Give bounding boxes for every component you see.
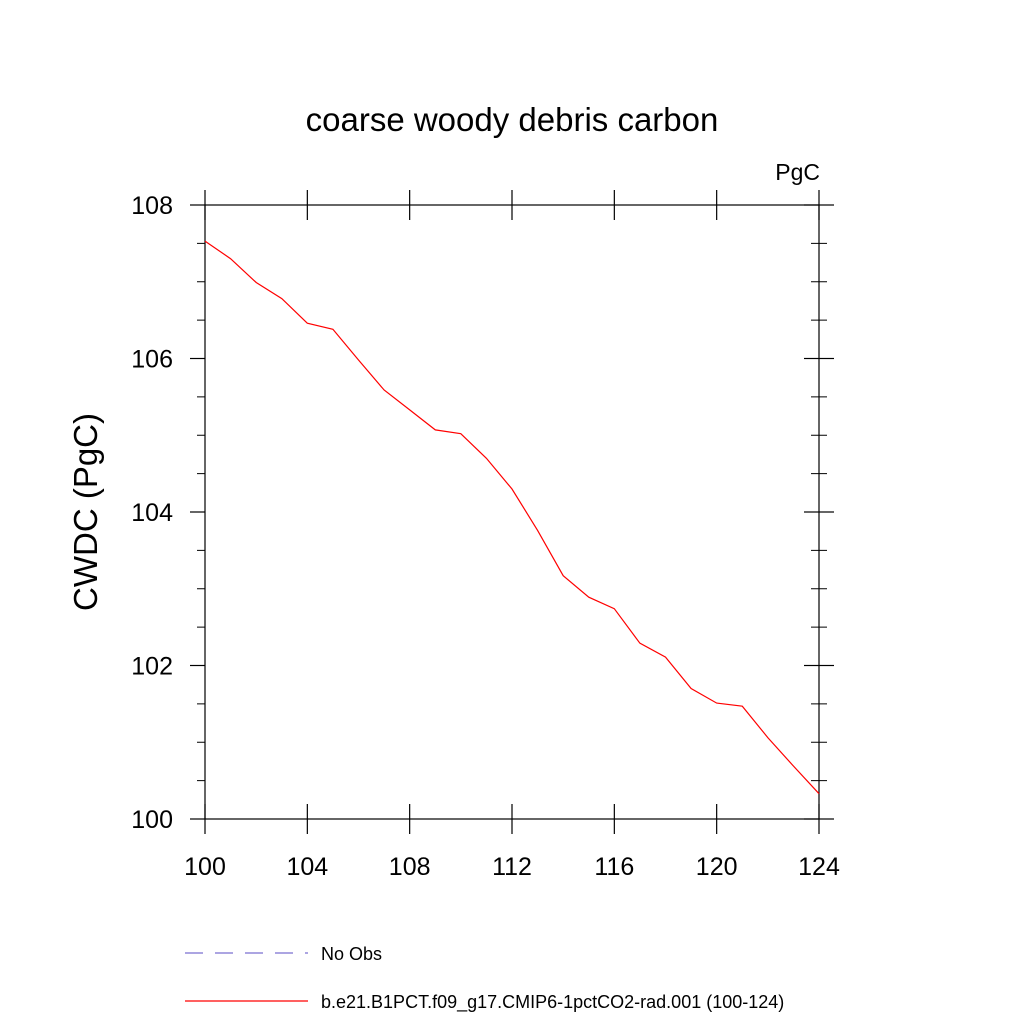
y-tick-label: 106: [131, 346, 173, 374]
chart-title: coarse woody debris carbon: [306, 101, 719, 138]
x-tick-label: 100: [184, 853, 226, 881]
x-tick-label: 108: [389, 853, 431, 881]
x-tick-label: 112: [492, 853, 532, 881]
legend-label: b.e21.B1PCT.f09_g17.CMIP6-1pctCO2-rad.00…: [321, 992, 784, 1013]
x-tick-label: 104: [286, 853, 328, 881]
series-lines: [204, 240, 820, 795]
axis-ticks: 100 104 108 112 116 120 124 100 102 104 106 108: [131, 190, 840, 881]
x-tick-label: 124: [798, 853, 840, 881]
y-axis-label: CWDC (PgC): [67, 413, 104, 611]
y-tick-label: 104: [131, 499, 173, 527]
x-tick-label: 120: [696, 853, 738, 881]
x-tick-label: 116: [594, 853, 634, 881]
legend: No Obs b.e21.B1PCT.f09_g17.CMIP6-1pctCO2-…: [185, 944, 784, 1013]
legend-label: No Obs: [321, 944, 382, 964]
y-tick-label: 102: [131, 653, 173, 681]
units-label: PgC: [775, 159, 820, 185]
y-tick-label: 100: [131, 806, 173, 834]
plot-frame: [204, 204, 820, 820]
y-tick-label: 108: [131, 192, 173, 220]
series-line: [204, 240, 820, 795]
